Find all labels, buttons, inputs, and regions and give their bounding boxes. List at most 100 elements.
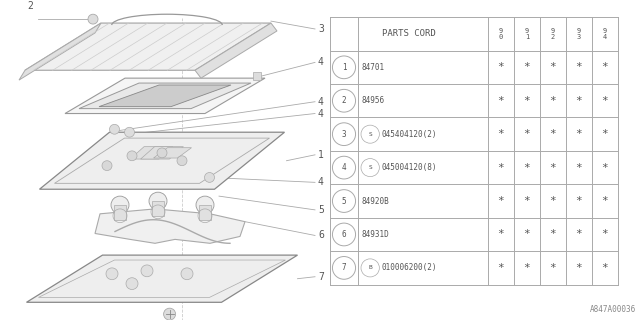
Bar [114,205,126,220]
Text: *: * [498,229,504,239]
Text: *: * [575,96,582,106]
Text: 7: 7 [318,272,324,282]
Circle shape [141,265,153,277]
Text: 9
3: 9 3 [577,28,581,40]
Text: 4: 4 [342,163,346,172]
Text: *: * [524,196,531,206]
Polygon shape [65,78,265,114]
Text: *: * [498,263,504,273]
Text: 84920B: 84920B [362,196,390,205]
Text: *: * [524,163,531,172]
Text: *: * [550,196,556,206]
Text: *: * [602,229,609,239]
Text: *: * [575,229,582,239]
Text: *: * [575,163,582,172]
Text: 5: 5 [318,205,324,215]
Text: 4: 4 [318,97,324,107]
Text: *: * [498,129,504,139]
Text: A847A00036: A847A00036 [589,305,636,314]
Circle shape [149,192,167,210]
Text: 3: 3 [318,24,324,34]
Text: 4: 4 [318,108,324,118]
Circle shape [111,196,129,214]
Text: 3: 3 [342,130,346,139]
Text: *: * [498,62,504,72]
Text: 4: 4 [318,57,324,68]
Text: *: * [602,96,609,106]
Circle shape [125,127,134,137]
Text: *: * [575,62,582,72]
Text: *: * [550,163,556,172]
Text: *: * [550,263,556,273]
Polygon shape [141,147,184,159]
Circle shape [157,148,167,158]
Text: *: * [575,263,582,273]
Text: *: * [602,196,609,206]
Text: *: * [602,263,609,273]
Text: 045004120(8): 045004120(8) [381,163,437,172]
Text: 045404120(2): 045404120(2) [381,130,437,139]
Text: 7: 7 [342,263,346,272]
Text: 84701: 84701 [362,63,385,72]
Text: *: * [550,129,556,139]
Text: 84956: 84956 [362,96,385,105]
Polygon shape [79,83,251,108]
Circle shape [181,268,193,280]
Polygon shape [95,209,245,243]
Text: B: B [368,265,372,270]
Text: 010006200(2): 010006200(2) [381,263,437,272]
Text: *: * [550,62,556,72]
Text: *: * [550,229,556,239]
Text: 84931D: 84931D [362,230,390,239]
Text: *: * [498,196,504,206]
Polygon shape [19,23,101,80]
Text: *: * [524,129,531,139]
Text: 9
4: 9 4 [603,28,607,40]
Circle shape [109,124,120,134]
Text: *: * [602,129,609,139]
Text: 4: 4 [318,177,324,187]
Text: 9
1: 9 1 [525,28,529,40]
Text: *: * [575,129,582,139]
Bar [253,72,261,80]
Text: 2: 2 [342,96,346,105]
Polygon shape [26,255,298,302]
Polygon shape [40,132,285,189]
Circle shape [102,161,112,171]
Text: *: * [602,163,609,172]
Text: 2: 2 [27,1,33,11]
Polygon shape [99,85,231,107]
Text: *: * [498,96,504,106]
Text: *: * [524,229,531,239]
Text: *: * [524,96,531,106]
Text: *: * [602,62,609,72]
Text: 9
0: 9 0 [499,28,503,40]
Text: S: S [368,132,372,137]
Text: *: * [575,196,582,206]
Polygon shape [130,147,173,159]
Text: *: * [524,62,531,72]
Polygon shape [195,23,277,78]
Text: PARTS CORD: PARTS CORD [382,29,436,38]
Text: 6: 6 [318,230,324,240]
Circle shape [88,14,98,24]
Circle shape [127,151,137,161]
Bar [152,201,164,216]
Text: 9
2: 9 2 [551,28,555,40]
Polygon shape [25,23,271,70]
Text: S: S [368,165,372,170]
Text: *: * [524,263,531,273]
Text: *: * [550,96,556,106]
Text: 5: 5 [342,196,346,205]
Polygon shape [154,148,191,158]
Circle shape [164,308,175,320]
Text: 1: 1 [318,150,324,160]
Text: 1: 1 [342,63,346,72]
Circle shape [196,196,214,214]
Circle shape [126,278,138,290]
Text: *: * [498,163,504,172]
Circle shape [205,172,214,182]
Circle shape [106,268,118,280]
Text: 6: 6 [342,230,346,239]
Circle shape [177,156,187,166]
